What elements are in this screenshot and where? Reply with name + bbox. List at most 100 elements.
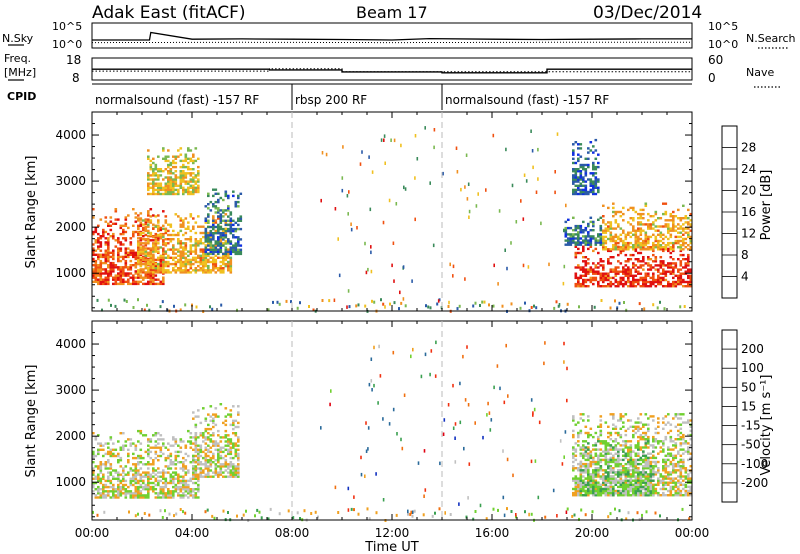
velocity-cell xyxy=(122,488,125,491)
power-cell xyxy=(109,255,113,259)
power-cell xyxy=(614,266,618,269)
velocity-cell xyxy=(612,427,615,430)
power-cell xyxy=(617,245,620,248)
power-cell xyxy=(679,268,683,271)
power-near-range-cell xyxy=(656,306,659,310)
power-cell xyxy=(654,260,658,263)
power-cell xyxy=(127,247,130,250)
power-cell xyxy=(672,210,675,214)
velocity-cell xyxy=(612,458,615,462)
velocity-cell xyxy=(177,481,180,485)
velocity-cell xyxy=(689,419,693,422)
power-cell xyxy=(594,241,598,244)
power-cell xyxy=(167,176,170,179)
velocity-cell xyxy=(622,458,625,462)
velocity-cell xyxy=(639,421,643,424)
power-cell xyxy=(134,251,138,254)
power-cell xyxy=(579,224,583,228)
power-cell xyxy=(632,276,635,280)
velocity-cell xyxy=(644,462,648,466)
power-cell xyxy=(117,276,120,279)
velocity-cell xyxy=(609,448,613,451)
velocity-cell xyxy=(657,471,660,474)
velocity-cell xyxy=(92,461,95,464)
power-cell xyxy=(137,258,140,262)
power-cell xyxy=(592,222,595,226)
velocity-cell xyxy=(609,444,613,447)
velocity-cell xyxy=(677,460,680,464)
power-cell xyxy=(607,221,610,224)
velocity-cell xyxy=(619,477,623,480)
power-cell xyxy=(197,170,200,173)
power-cell xyxy=(627,260,630,263)
velocity-cell xyxy=(194,436,198,439)
power-cell xyxy=(674,235,678,239)
power-cell xyxy=(162,170,165,173)
velocity-cell xyxy=(109,490,113,493)
power-cell xyxy=(584,262,588,265)
power-cell xyxy=(642,248,645,251)
power-cell xyxy=(579,170,583,173)
power-cell xyxy=(99,276,103,279)
velocity-cell xyxy=(147,444,150,447)
power-cell xyxy=(632,278,635,282)
velocity-cell xyxy=(589,465,593,468)
power-cell xyxy=(164,252,168,255)
velocity-cell xyxy=(117,488,120,491)
power-cell xyxy=(662,276,665,280)
power-cell xyxy=(149,260,153,264)
velocity-cell xyxy=(629,458,633,462)
power-cell xyxy=(169,186,173,189)
power-cell xyxy=(659,264,663,267)
velocity-cell xyxy=(587,448,590,451)
velocity-cell xyxy=(572,446,575,449)
velocity-cell xyxy=(237,459,240,462)
velocity-cell xyxy=(587,491,590,495)
velocity-cell xyxy=(207,427,210,431)
velocity-cell xyxy=(219,446,223,449)
power-cell xyxy=(627,248,630,251)
velocity-cell xyxy=(152,461,155,464)
power-cell xyxy=(179,174,183,177)
power-cell xyxy=(159,228,163,232)
power-cell xyxy=(147,271,150,274)
power-cell xyxy=(162,224,165,227)
velocity-cell xyxy=(202,463,205,466)
power-cell xyxy=(229,256,233,259)
velocity-cell xyxy=(579,481,583,484)
power-cell xyxy=(219,209,223,212)
velocity-cell xyxy=(237,471,240,474)
velocity-cell xyxy=(174,463,178,466)
power-near-range-cell xyxy=(492,304,495,308)
velocity-cell xyxy=(614,458,618,462)
power-cell xyxy=(142,256,145,259)
power-cell xyxy=(167,184,170,187)
velocity-cell xyxy=(579,413,583,416)
power-cell xyxy=(602,274,605,277)
power-cell xyxy=(614,280,618,284)
velocity-cell xyxy=(672,458,675,462)
velocity-cell xyxy=(192,448,195,451)
velocity-cell xyxy=(594,491,598,495)
power-cell xyxy=(194,271,198,274)
power-cell xyxy=(109,264,113,267)
power-cell xyxy=(179,153,183,156)
velocity-cell xyxy=(202,471,205,474)
power-cell xyxy=(644,237,648,241)
power-cell xyxy=(219,269,223,272)
power-cell xyxy=(574,256,578,259)
power-cell xyxy=(124,230,128,234)
power-cell xyxy=(229,267,233,270)
velocity-cell xyxy=(584,467,588,470)
power-cell xyxy=(94,226,98,230)
velocity-cell xyxy=(604,479,608,482)
power-cell xyxy=(172,233,175,237)
power-scatter-cell xyxy=(531,149,534,153)
velocity-cell xyxy=(622,494,625,497)
power-cell xyxy=(604,239,608,243)
velocity-cell xyxy=(674,425,678,428)
power-cell xyxy=(667,229,670,232)
power-cell xyxy=(574,226,578,230)
power-cell xyxy=(182,271,185,274)
power-scatter-cell xyxy=(468,215,470,219)
